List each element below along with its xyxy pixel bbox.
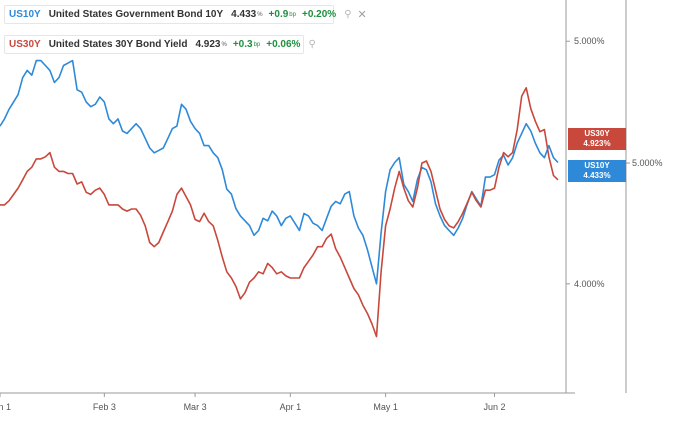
x-axis-label: Mar 3 [184, 402, 207, 412]
legend-row-us10y[interactable]: US10Y United States Government Bond 10Y … [4, 5, 367, 24]
legend-change-pct: +0.06% [266, 39, 301, 50]
legend-value: 4.433 [231, 9, 257, 20]
legend-value-unit: % [221, 41, 227, 48]
legend-change: +0.9 [268, 9, 289, 20]
close-icon[interactable]: ✕ [357, 9, 367, 21]
x-axis-label: Feb 3 [93, 402, 116, 412]
legend-change-unit: bp [253, 41, 261, 48]
x-axis-label: Jun 2 [483, 402, 505, 412]
pin-icon[interactable]: ⚲ [344, 9, 352, 20]
price-tag-us30y: US30Y 4.923% [568, 128, 626, 150]
legend-change-pct: +0.20% [301, 9, 337, 20]
x-axis-label: Apr 1 [280, 402, 302, 412]
legend-symbol: US10Y [9, 9, 41, 20]
legend-name: United States 30Y Bond Yield [48, 39, 188, 50]
x-axis-label: Jan 1 [0, 402, 11, 412]
pin-icon[interactable]: ⚲ [308, 39, 316, 50]
right-axis-label: 5.000% [632, 158, 663, 168]
legend-name: United States Government Bond 10Y [48, 9, 224, 20]
price-tag-us10y: US10Y 4.433% [568, 160, 626, 182]
legend-value: 4.923 [195, 39, 221, 50]
series-line-us10y [0, 59, 559, 285]
x-axis-label: May 1 [373, 402, 398, 412]
legend-value-unit: % [257, 11, 263, 18]
legend-row-us30y[interactable]: US30Y United States 30Y Bond Yield 4.923… [4, 35, 316, 54]
price-tag-value: 4.923% [583, 139, 611, 148]
legend-change: +0.3 [232, 39, 253, 50]
price-tag-value: 4.433% [583, 171, 611, 180]
price-tag-symbol: US10Y [584, 161, 610, 170]
series-line-us30y [0, 87, 559, 338]
left-axis-label: 4.000% [574, 279, 605, 289]
legend-symbol: US30Y [9, 39, 41, 50]
price-tag-symbol: US30Y [584, 129, 610, 138]
legend-change-unit: bp [289, 11, 296, 18]
left-axis-label: 5.000% [574, 36, 605, 46]
